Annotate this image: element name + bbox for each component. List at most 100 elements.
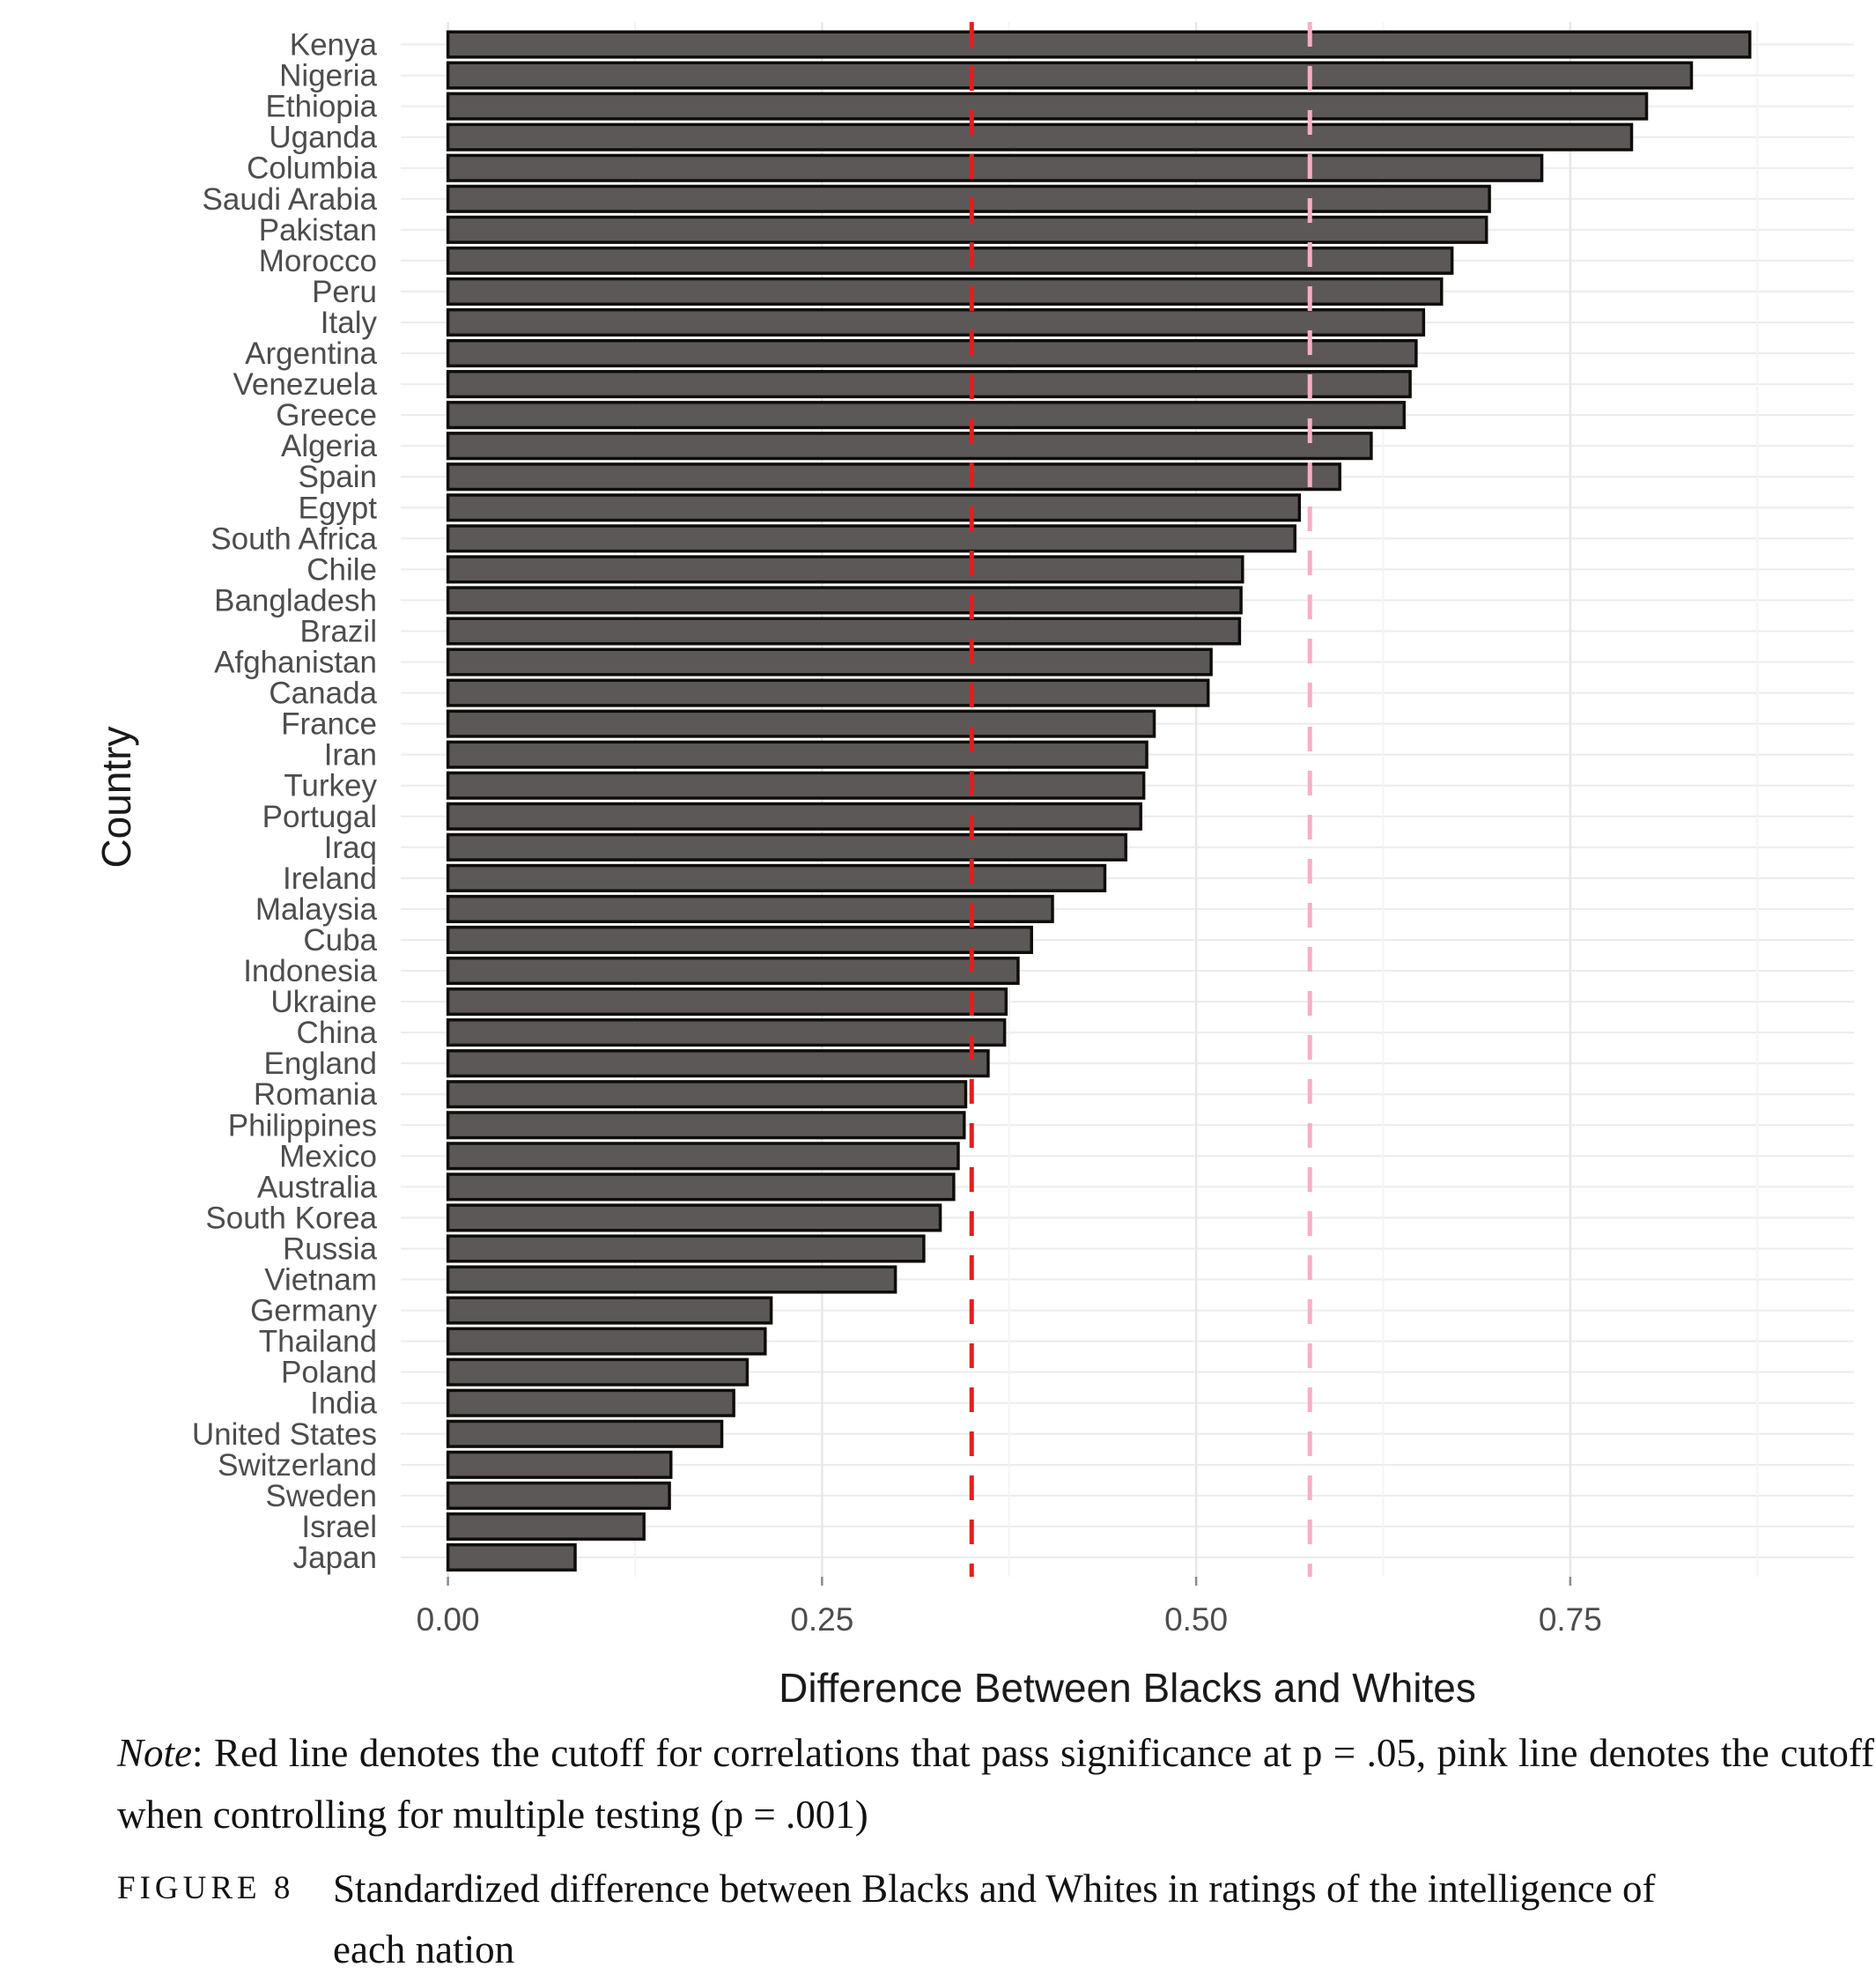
bar-canada [446, 678, 1210, 707]
category-label-south-africa: South Africa [210, 521, 377, 556]
figure-caption-line: FIGURE 8 Standardized difference between… [117, 1859, 1876, 1982]
category-label-sweden: Sweden [266, 1479, 377, 1513]
category-label-australia: Australia [257, 1170, 378, 1204]
bar-france [446, 709, 1156, 738]
bar-afghanistan [446, 647, 1213, 677]
note-body: : Red line denotes the cutoff for correl… [117, 1731, 1874, 1837]
bar-cuba [446, 925, 1033, 955]
category-label-israel: Israel [301, 1510, 377, 1544]
category-label-russia: Russia [283, 1231, 378, 1266]
category-label-england: England [264, 1046, 377, 1081]
category-label-turkey: Turkey [284, 769, 377, 803]
x-tick-label: 0.75 [1539, 1601, 1602, 1638]
category-label-malaysia: Malaysia [255, 892, 378, 927]
category-label-switzerland: Switzerland [218, 1448, 377, 1483]
category-label-argentina: Argentina [245, 336, 377, 371]
category-label-mexico: Mexico [279, 1139, 377, 1173]
category-label-saudi-arabia: Saudi Arabia [203, 182, 378, 217]
category-label-france: France [281, 707, 377, 742]
category-label-iraq: Iraq [324, 831, 377, 865]
bar-thailand [446, 1327, 767, 1356]
category-label-columbia: Columbia [247, 152, 377, 186]
bar-venezuela [446, 370, 1412, 399]
bar-pakistan [446, 215, 1488, 244]
category-label-south-korea: South Korea [205, 1201, 377, 1235]
bar-spain [446, 462, 1341, 492]
category-label-philippines: Philippines [228, 1108, 377, 1143]
bar-japan [446, 1542, 577, 1572]
category-label-brazil: Brazil [299, 614, 377, 648]
category-label-egypt: Egypt [299, 491, 378, 525]
category-label-peru: Peru [312, 275, 377, 309]
note-label: Note [117, 1731, 192, 1775]
bar-philippines [446, 1111, 966, 1140]
bar-bangladesh [446, 586, 1243, 615]
bar-greece [446, 401, 1407, 430]
bar-chart: 0.00 0.25 0.50 0.75 Kenya Nigeria Ethiopia Ugan… [93, 22, 1854, 1711]
category-label-algeria: Algeria [281, 429, 377, 463]
x-tick-label: 0.25 [790, 1601, 853, 1638]
bar-israel [446, 1512, 646, 1541]
bar-south-korea [446, 1203, 942, 1232]
bar-algeria [446, 432, 1373, 461]
bar-romania [446, 1080, 968, 1109]
bar-argentina [446, 338, 1418, 368]
bar-columbia [446, 153, 1544, 182]
bar-nigeria [446, 61, 1694, 90]
bar-indonesia [446, 956, 1020, 986]
bar-russia [446, 1234, 926, 1263]
bar-ireland [446, 863, 1107, 892]
category-label-ukraine: Ukraine [270, 985, 377, 1019]
bar-poland [446, 1357, 750, 1387]
category-label-india: India [310, 1387, 377, 1421]
bar-vietnam [446, 1265, 897, 1294]
category-label-afghanistan: Afghanistan [214, 646, 377, 680]
category-label-indonesia: Indonesia [243, 954, 377, 988]
category-label-poland: Poland [281, 1356, 377, 1390]
bar-egypt [446, 493, 1302, 522]
bar-iraq [446, 832, 1127, 862]
bar-morocco [446, 246, 1454, 275]
x-tick-label: 0.50 [1164, 1601, 1228, 1638]
bar-malaysia [446, 894, 1054, 923]
bar-south-africa [446, 524, 1296, 553]
category-label-pakistan: Pakistan [259, 213, 377, 248]
bar-switzerland [446, 1450, 673, 1479]
bar-chile [446, 555, 1245, 584]
category-label-bangladesh: Bangladesh [214, 583, 377, 618]
figure-title: Standardized difference between Blacks a… [333, 1866, 1656, 1972]
bar-china [446, 1018, 1007, 1047]
category-label-uganda: Uganda [269, 121, 377, 155]
category-label-vietnam: Vietnam [264, 1263, 377, 1298]
bar-uganda [446, 122, 1634, 152]
figure-number-label: FIGURE 8 [117, 1869, 295, 1906]
category-label-morocco: Morocco [259, 244, 377, 278]
bar-turkey [446, 771, 1146, 800]
bar-ukraine [446, 987, 1008, 1017]
figure-caption: Note: Red line denotes the cutoff for co… [117, 1723, 1876, 1981]
category-label-thailand: Thailand [259, 1325, 377, 1359]
bar-iran [446, 740, 1148, 769]
x-tick-label: 0.00 [417, 1601, 480, 1638]
y-axis-title: Country [93, 726, 139, 868]
note-paragraph: Note: Red line denotes the cutoff for co… [117, 1723, 1874, 1846]
category-label-canada: Canada [269, 677, 377, 711]
category-label-romania: Romania [254, 1077, 378, 1112]
category-label-germany: Germany [250, 1294, 377, 1328]
category-label-ethiopia: Ethiopia [266, 90, 378, 124]
bar-brazil [446, 617, 1242, 646]
category-label-ireland: Ireland [283, 862, 377, 896]
category-label-cuba: Cuba [303, 923, 377, 958]
bar-peru [446, 277, 1444, 306]
category-label-japan: Japan [293, 1541, 377, 1575]
category-label-italy: Italy [321, 306, 378, 340]
category-label-united-states: United States [192, 1417, 377, 1452]
bar-united-states [446, 1419, 724, 1448]
bar-kenya [446, 30, 1752, 59]
category-label-chile: Chile [307, 552, 377, 587]
category-label-spain: Spain [298, 460, 377, 494]
bar-portugal [446, 802, 1142, 831]
category-label-iran: Iran [324, 738, 377, 773]
bar-sweden [446, 1481, 671, 1510]
